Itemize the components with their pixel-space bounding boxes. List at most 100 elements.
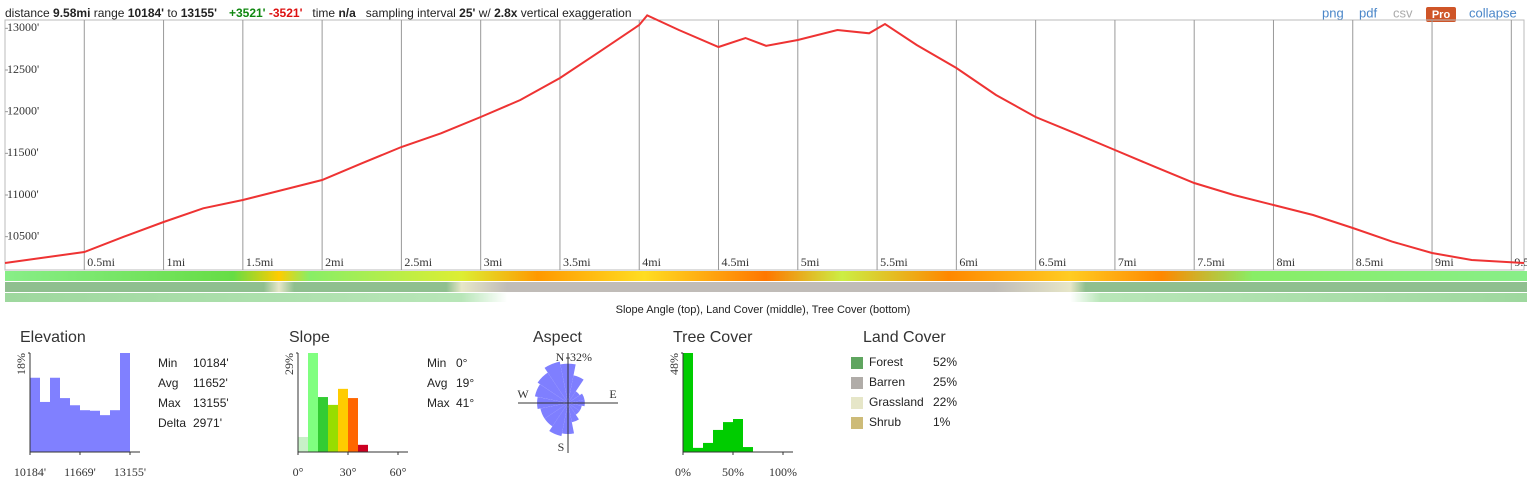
x-tick-label: 11669' — [64, 465, 96, 479]
bar — [723, 422, 733, 452]
bar — [338, 388, 348, 452]
chart-title: Slope — [289, 329, 330, 346]
x-tick-label: 6mi — [959, 255, 978, 269]
stat-label: Avg — [158, 376, 178, 390]
bar — [683, 353, 693, 452]
aspect-wedge — [568, 403, 582, 411]
header-text: range — [94, 6, 125, 20]
header-value: n/a — [338, 6, 356, 20]
aspect-wedge — [544, 361, 568, 403]
csv-link[interactable]: csv — [1393, 5, 1413, 20]
bar — [358, 444, 368, 452]
y-tick-label: 48% — [667, 353, 681, 375]
bar — [733, 419, 743, 452]
land-swatch — [851, 417, 863, 429]
x-tick-label: 13155' — [114, 465, 146, 479]
png-link[interactable]: png — [1322, 5, 1344, 20]
stat-value: 41° — [456, 396, 474, 410]
x-tick-label: 2.5mi — [404, 255, 432, 269]
land-value: 1% — [933, 415, 951, 429]
aspect-wedge — [568, 403, 580, 415]
stat-label: Min — [158, 356, 177, 370]
bar — [80, 410, 90, 452]
bar — [30, 377, 40, 452]
bar — [703, 442, 713, 452]
land-swatch — [851, 377, 863, 389]
bar — [60, 398, 70, 452]
bar — [318, 397, 328, 452]
bar — [40, 401, 50, 452]
land-value: 52% — [933, 355, 957, 369]
stat-value: 10184' — [193, 356, 229, 370]
x-tick-label: 2mi — [325, 255, 344, 269]
bar — [713, 429, 723, 452]
stat-label: Delta — [158, 416, 186, 430]
direction-label: W — [517, 387, 529, 401]
pro-link[interactable]: Pro — [1432, 9, 1451, 21]
stat-value: 11652' — [193, 376, 228, 390]
header-text: vertical exaggeration — [521, 6, 632, 20]
stat-label: Min — [427, 356, 446, 370]
stat-value: 19° — [456, 376, 474, 390]
bar — [328, 404, 338, 452]
y-tick-label: 12500' — [7, 62, 39, 76]
y-tick-label: 13000' — [7, 20, 39, 34]
aspect-wedge — [534, 384, 568, 403]
direction-label: S — [558, 440, 565, 454]
header-value: 13155' — [181, 6, 217, 20]
x-tick-label: 9mi — [1435, 255, 1454, 269]
x-tick-label: 8mi — [1276, 255, 1295, 269]
x-tick-label: 0° — [293, 465, 304, 479]
header-loss: -3521' — [269, 6, 303, 20]
aspect-wedge — [568, 391, 580, 403]
land-name: Forest — [869, 355, 904, 369]
aspect-wedge — [544, 403, 568, 427]
slope-strip — [5, 271, 1527, 281]
chart-title: Aspect — [533, 329, 582, 346]
x-tick-label: 30° — [340, 465, 357, 479]
strips-caption: Slope Angle (top), Land Cover (middle), … — [616, 304, 911, 316]
header-value: 2.8x — [494, 6, 518, 20]
bar — [100, 415, 110, 452]
x-tick-label: 5.5mi — [880, 255, 908, 269]
y-tick-label: 11500' — [7, 145, 39, 159]
bar — [693, 447, 703, 452]
collapse-link[interactable]: collapse — [1469, 5, 1517, 20]
header-value: 10184' — [128, 6, 164, 20]
pdf-link[interactable]: pdf — [1359, 5, 1377, 20]
r-tick-label: 32% — [570, 350, 592, 364]
header-value: 9.58mi — [53, 6, 90, 20]
aspect-wedge — [537, 372, 568, 403]
stat-label: Max — [427, 396, 450, 410]
land-swatch — [851, 357, 863, 369]
stat-value: 0° — [456, 356, 468, 370]
land-name: Grassland — [869, 395, 924, 409]
x-tick-label: 50% — [722, 465, 744, 479]
y-tick-label: 18% — [14, 353, 28, 375]
x-tick-label: 100% — [769, 465, 797, 479]
bar — [110, 410, 120, 452]
bar — [50, 377, 60, 452]
aspect-wedge — [568, 375, 584, 403]
x-tick-label: 6.5mi — [1039, 255, 1067, 269]
elevation-line — [4, 14, 1525, 264]
pro-badge[interactable] — [1426, 7, 1456, 22]
land-name: Barren — [869, 375, 905, 389]
x-tick-label: 5mi — [801, 255, 820, 269]
chart-title: Elevation — [20, 329, 86, 346]
x-tick-label: 4.5mi — [722, 255, 750, 269]
x-tick-label: 0% — [675, 465, 691, 479]
bar — [70, 405, 80, 452]
land-swatch — [851, 397, 863, 409]
bar — [348, 398, 358, 452]
plot-frame — [4, 19, 1525, 271]
land-value: 22% — [933, 395, 957, 409]
stat-label: Max — [158, 396, 181, 410]
aspect-wedge — [568, 393, 585, 403]
header-value: 25' — [459, 6, 475, 20]
stat-value: 2971' — [193, 416, 222, 430]
bar — [120, 353, 130, 452]
y-tick-label: 10500' — [7, 228, 39, 242]
